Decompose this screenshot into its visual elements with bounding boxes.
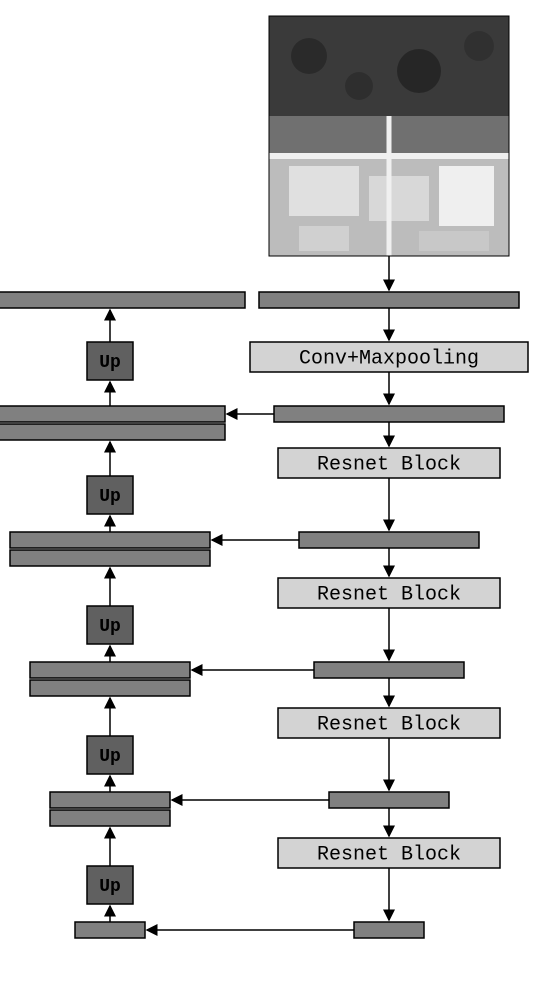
dec-d4-skip [50,792,170,808]
dec-d5 [75,922,145,938]
op-up2-label: Up [99,487,121,507]
feature-f0 [259,292,519,308]
architecture-diagram: Conv+Maxpooling Resnet Block Resnet Bloc… [0,0,546,1000]
op-res1-label: Resnet Block [317,453,461,476]
input-image [269,16,509,256]
op-res2-label: Resnet Block [317,583,461,606]
dec-d1-skip [0,406,225,422]
op-up4-label: Up [99,747,121,767]
output-block [0,292,245,308]
op-up3-label: Up [99,617,121,637]
op-res4-label: Resnet Block [317,843,461,866]
dec-d3-up [30,680,190,696]
feature-f4 [329,792,449,808]
feature-f2 [299,532,479,548]
dec-d2-up [10,550,210,566]
op-up1-label: Up [99,353,121,373]
dec-d1-up [0,424,225,440]
op-res3-label: Resnet Block [317,713,461,736]
dec-d4-up [50,810,170,826]
feature-f3 [314,662,464,678]
op-conv-label: Conv+Maxpooling [299,347,479,370]
op-up5-label: Up [99,877,121,897]
feature-f5 [354,922,424,938]
dec-d2-skip [10,532,210,548]
feature-f1 [274,406,504,422]
dec-d3-skip [30,662,190,678]
